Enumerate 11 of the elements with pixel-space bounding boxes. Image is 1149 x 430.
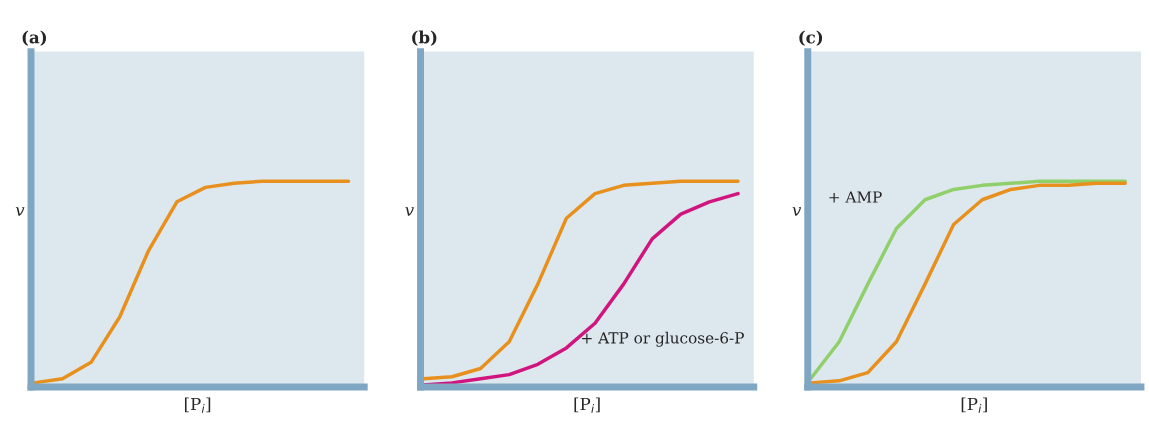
x-axis-title: [P$_{i}$] <box>574 397 600 413</box>
chart-title: (c) <box>799 30 823 46</box>
chart-title: (a) <box>22 30 47 46</box>
annotation: + AMP <box>829 191 882 203</box>
x-axis-title: [P$_{i}$] <box>184 397 211 413</box>
chart-title: (b) <box>412 30 437 46</box>
y-axis-title: v <box>792 207 802 216</box>
x-axis-title: [P$_{i}$] <box>961 397 987 413</box>
y-axis-title: v <box>15 207 25 216</box>
annotation: + ATP or glucose-6-P <box>582 331 744 347</box>
y-axis-title: v <box>405 207 414 216</box>
